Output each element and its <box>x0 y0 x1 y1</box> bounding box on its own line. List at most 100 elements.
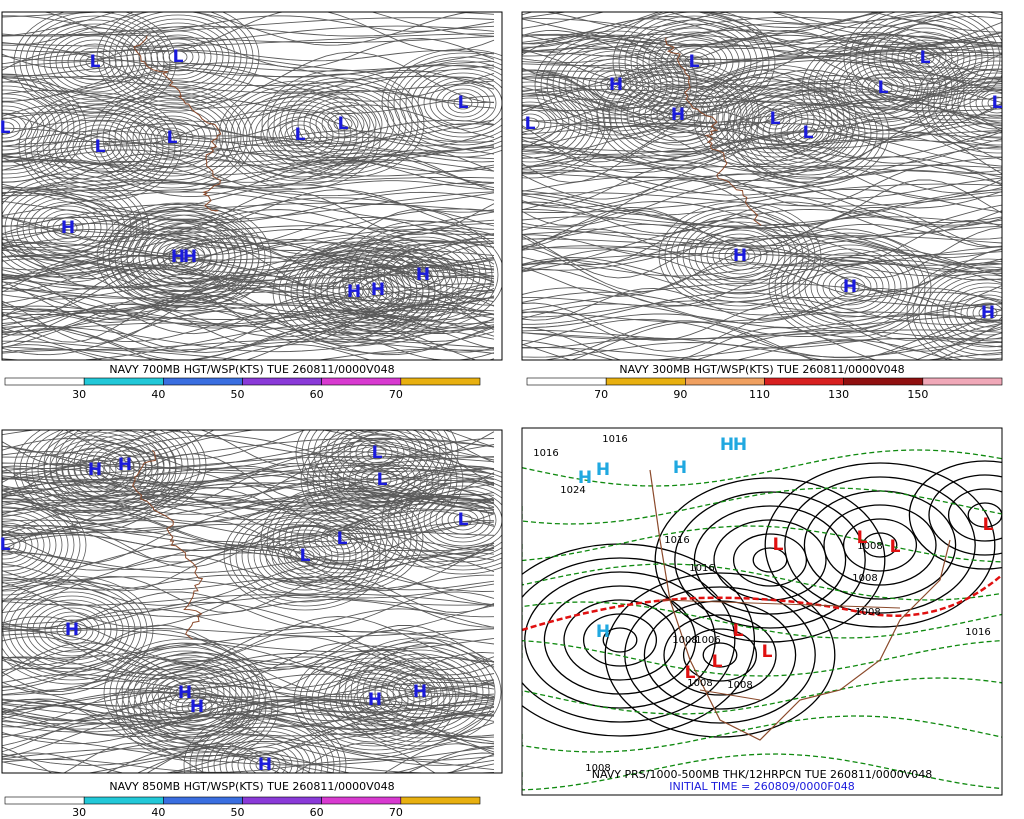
streamline-swirl <box>323 665 427 735</box>
streamline-swirl <box>284 124 316 146</box>
streamline <box>2 241 495 264</box>
streamline <box>2 467 495 480</box>
streamline-swirl <box>356 649 484 735</box>
streamline-swirl <box>67 451 123 489</box>
pressure-center: H <box>609 75 623 95</box>
streamline-swirl <box>138 115 206 161</box>
streamline <box>2 149 495 180</box>
streamline-swirl <box>267 73 419 175</box>
streamline <box>2 159 495 176</box>
streamline <box>522 263 1002 297</box>
streamline <box>2 63 495 102</box>
streamline-swirl <box>120 18 236 96</box>
streamline <box>2 629 495 666</box>
streamline-swirl <box>79 459 111 481</box>
streamline-swirl <box>207 726 323 773</box>
streamline-swirl <box>404 681 436 703</box>
streamline-swirl <box>156 127 188 149</box>
isobar-label: 1024 <box>560 485 585 496</box>
streamline-swirl <box>2 121 15 135</box>
streamline-swirl <box>670 209 810 303</box>
streamline-swirl <box>296 235 460 345</box>
streamline-swirl <box>849 12 1001 109</box>
streamline <box>522 342 1002 358</box>
streamline-swirl <box>109 454 141 476</box>
streamline <box>2 180 495 191</box>
streamline-swirl <box>243 750 287 773</box>
streamline-swirl <box>711 76 839 162</box>
streamline <box>522 164 1002 207</box>
streamline <box>2 235 495 278</box>
colorbar-label: 60 <box>310 806 324 819</box>
streamline-swirl <box>85 438 165 492</box>
streamline <box>522 77 1002 109</box>
colorbar-label: 70 <box>389 388 403 401</box>
streamline-swirl <box>138 30 218 84</box>
streamline-swirl <box>2 583 142 677</box>
pressure-center: H <box>733 435 747 455</box>
streamline <box>522 321 1002 360</box>
streamline-swirl <box>602 64 754 166</box>
colorbar-label: 90 <box>673 388 687 401</box>
streamline-swirl <box>277 537 333 575</box>
streamline-swirl <box>380 665 460 719</box>
streamline-swirl <box>2 93 57 163</box>
streamline <box>522 287 1002 321</box>
streamline <box>2 310 495 325</box>
streamline <box>522 178 1002 224</box>
isobar <box>602 627 638 653</box>
streamline-swirl <box>22 197 114 259</box>
pressure-center: L <box>90 52 101 72</box>
streamline <box>2 627 495 653</box>
streamline-swirl <box>2 518 45 572</box>
streamline <box>522 12 877 34</box>
streamline-swirl <box>987 96 1002 110</box>
streamline-swirl <box>2 77 81 179</box>
streamline-swirl <box>855 69 911 107</box>
streamline <box>2 159 495 185</box>
colorbar-label: 30 <box>72 806 86 819</box>
streamline-swirl <box>25 430 165 517</box>
streamline-swirl <box>897 39 953 77</box>
isobar-label: 1016 <box>602 434 627 445</box>
streamline-swirl <box>861 15 989 101</box>
isobar <box>654 477 886 643</box>
streamline-swirl <box>319 430 435 492</box>
streamline-swirl <box>855 12 995 105</box>
streamline-swirl <box>20 595 124 665</box>
map-area <box>2 430 502 773</box>
pressure-center: H <box>190 697 204 717</box>
streamline-swirl <box>405 64 502 142</box>
streamline-swirl <box>840 280 860 294</box>
streamline-swirl <box>694 225 786 287</box>
streamline-swirl <box>19 12 171 113</box>
streamline-swirl <box>843 12 1002 113</box>
streamline <box>522 12 1002 33</box>
colorbar-label: 40 <box>151 388 165 401</box>
isobar <box>682 628 758 682</box>
streamline-swirl <box>315 105 371 143</box>
streamline <box>522 257 1002 281</box>
streamline-swirl <box>927 56 1002 150</box>
streamline <box>2 430 495 460</box>
streamline-swirl <box>311 657 439 743</box>
streamline-swirl <box>2 109 33 147</box>
streamline-swirl <box>49 430 201 516</box>
streamline-swirl <box>326 255 430 325</box>
streamline <box>522 333 922 360</box>
streamline-swirl <box>372 473 392 487</box>
streamline-swirl <box>145 672 249 742</box>
streamline <box>2 631 495 659</box>
streamline-swirl <box>2 530 27 560</box>
colorbar-segment <box>83 377 164 386</box>
streamline-swirl <box>648 31 740 93</box>
isobar-label: 1006 <box>695 635 720 646</box>
streamline-swirl <box>96 87 248 189</box>
isobar <box>862 532 898 558</box>
pressure-center: L <box>338 114 349 134</box>
streamline-swirl <box>879 27 971 89</box>
streamline <box>522 12 881 28</box>
caption: NAVY PRS/1000-500MB THK/12HRPCN TUE 2608… <box>592 768 933 781</box>
